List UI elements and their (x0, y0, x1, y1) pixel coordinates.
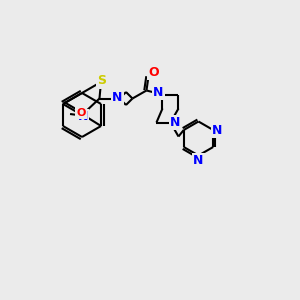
Text: N: N (193, 154, 204, 167)
Text: O: O (148, 66, 159, 79)
Text: O: O (76, 108, 86, 118)
Text: N: N (153, 86, 164, 99)
Text: N: N (112, 91, 123, 104)
Text: N: N (78, 110, 88, 122)
Text: N: N (170, 116, 181, 129)
Text: S: S (97, 74, 106, 88)
Text: N: N (212, 124, 222, 136)
